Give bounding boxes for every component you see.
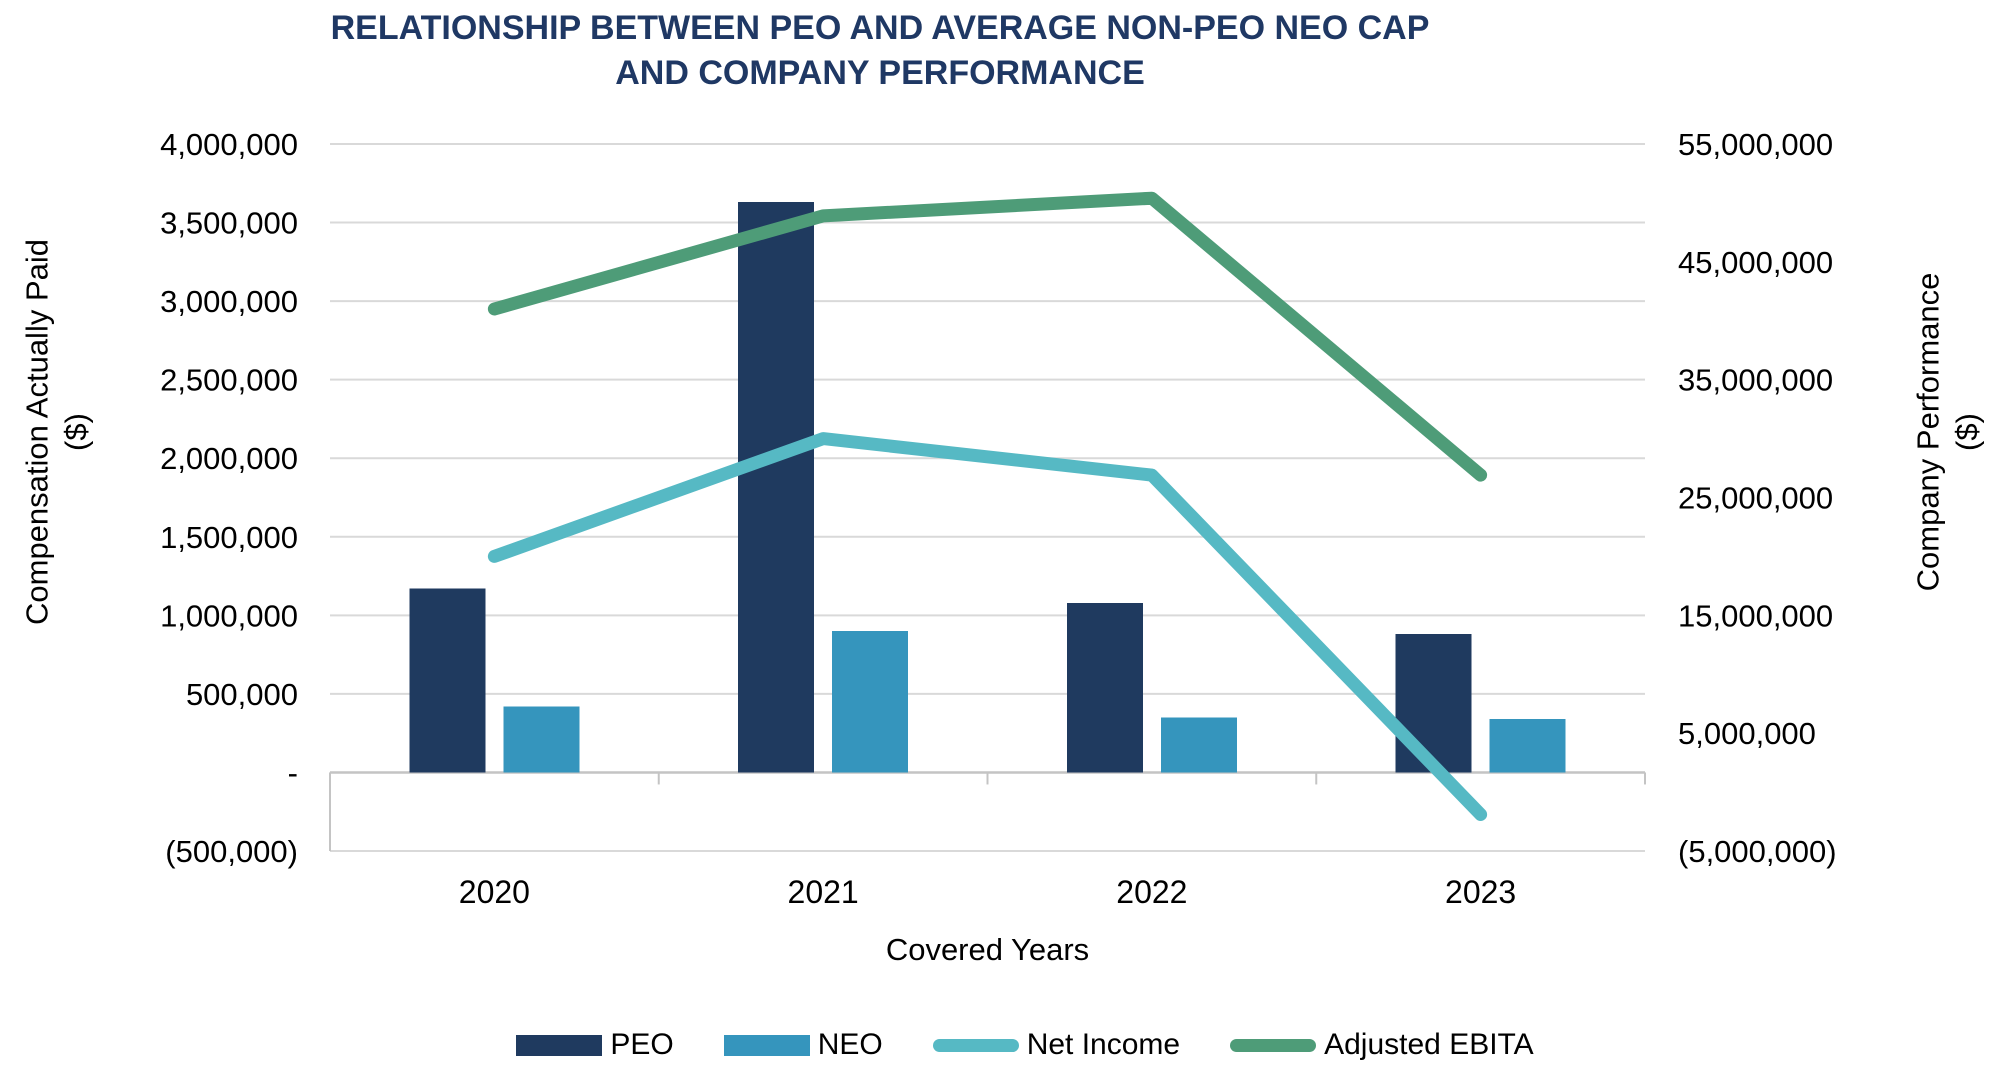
left-axis-tick-label: (500,000) <box>165 834 298 869</box>
bar-peo-2020 <box>409 588 486 773</box>
line-net-income <box>487 432 1488 821</box>
x-axis-category-label: 2021 <box>788 874 859 910</box>
x-axis-category-label: 2020 <box>459 874 530 910</box>
bar-peo-2022 <box>1066 602 1143 773</box>
bar-neo-2023 <box>1489 719 1566 773</box>
bar-peo-2023 <box>1395 634 1472 773</box>
right-axis-tick-label: 45,000,000 <box>1678 245 1833 280</box>
legend-swatch-neo <box>723 1034 810 1056</box>
chart-title-line-1: RELATIONSHIP BETWEEN PEO AND AVERAGE NON… <box>330 9 1430 47</box>
legend-label: Net Income <box>1026 1028 1181 1061</box>
left-axis-tick-label: 2,000,000 <box>160 441 298 476</box>
right-axis-tick-label: 5,000,000 <box>1678 716 1816 751</box>
left-axis-tick-label: - <box>288 755 298 790</box>
legend-item-adjusted-ebita: Adjusted EBITA <box>1230 1028 1534 1062</box>
left-axis-tick-label: 1,000,000 <box>160 598 298 633</box>
x-axis-category-label: 2022 <box>1116 874 1187 910</box>
legend: PEO NEO Net Income Adjusted EBITA <box>330 1028 1720 1062</box>
legend-swatch-adjusted-ebita <box>1230 1038 1317 1052</box>
legend-swatch-net-income <box>932 1038 1019 1052</box>
x-axis-title: Covered Years <box>885 932 1090 967</box>
left-axis-tick-label: 4,000,000 <box>160 127 298 162</box>
left-axis-tick-label: 500,000 <box>186 677 298 712</box>
legend-label: PEO <box>610 1028 674 1061</box>
left-axis-tick-label: 2,500,000 <box>160 363 298 398</box>
left-axis-tick-label: 3,000,000 <box>160 284 298 319</box>
line-adjusted-ebita <box>487 191 1488 482</box>
bar-neo-2021 <box>832 631 909 773</box>
right-axis-tick-label: (5,000,000) <box>1678 834 1837 869</box>
left-axis-tick-label: 1,500,000 <box>160 520 298 555</box>
x-axis-category-label: 2023 <box>1445 874 1516 910</box>
left-axis-tick-label: 3,500,000 <box>160 206 298 241</box>
legend-swatch-peo <box>516 1034 603 1056</box>
legend-item-neo: NEO <box>723 1028 883 1062</box>
bar-peo-2021 <box>738 202 815 773</box>
right-axis-tick-label: 25,000,000 <box>1678 481 1833 516</box>
right-axis-tick-label: 35,000,000 <box>1678 363 1833 398</box>
right-axis-tick-label: 15,000,000 <box>1678 598 1833 633</box>
legend-label: NEO <box>817 1028 883 1061</box>
legend-item-peo: PEO <box>516 1028 674 1062</box>
legend-label: Adjusted EBITA <box>1324 1028 1534 1061</box>
bar-neo-2020 <box>503 706 580 773</box>
right-axis-tick-label: 55,000,000 <box>1678 127 1833 162</box>
chart-title-line-2: AND COMPANY PERFORMANCE <box>615 53 1145 92</box>
chart-title: RELATIONSHIP BETWEEN PEO AND AVERAGE NON… <box>0 6 1760 96</box>
bar-neo-2022 <box>1160 717 1237 773</box>
legend-item-net-income: Net Income <box>932 1028 1181 1062</box>
